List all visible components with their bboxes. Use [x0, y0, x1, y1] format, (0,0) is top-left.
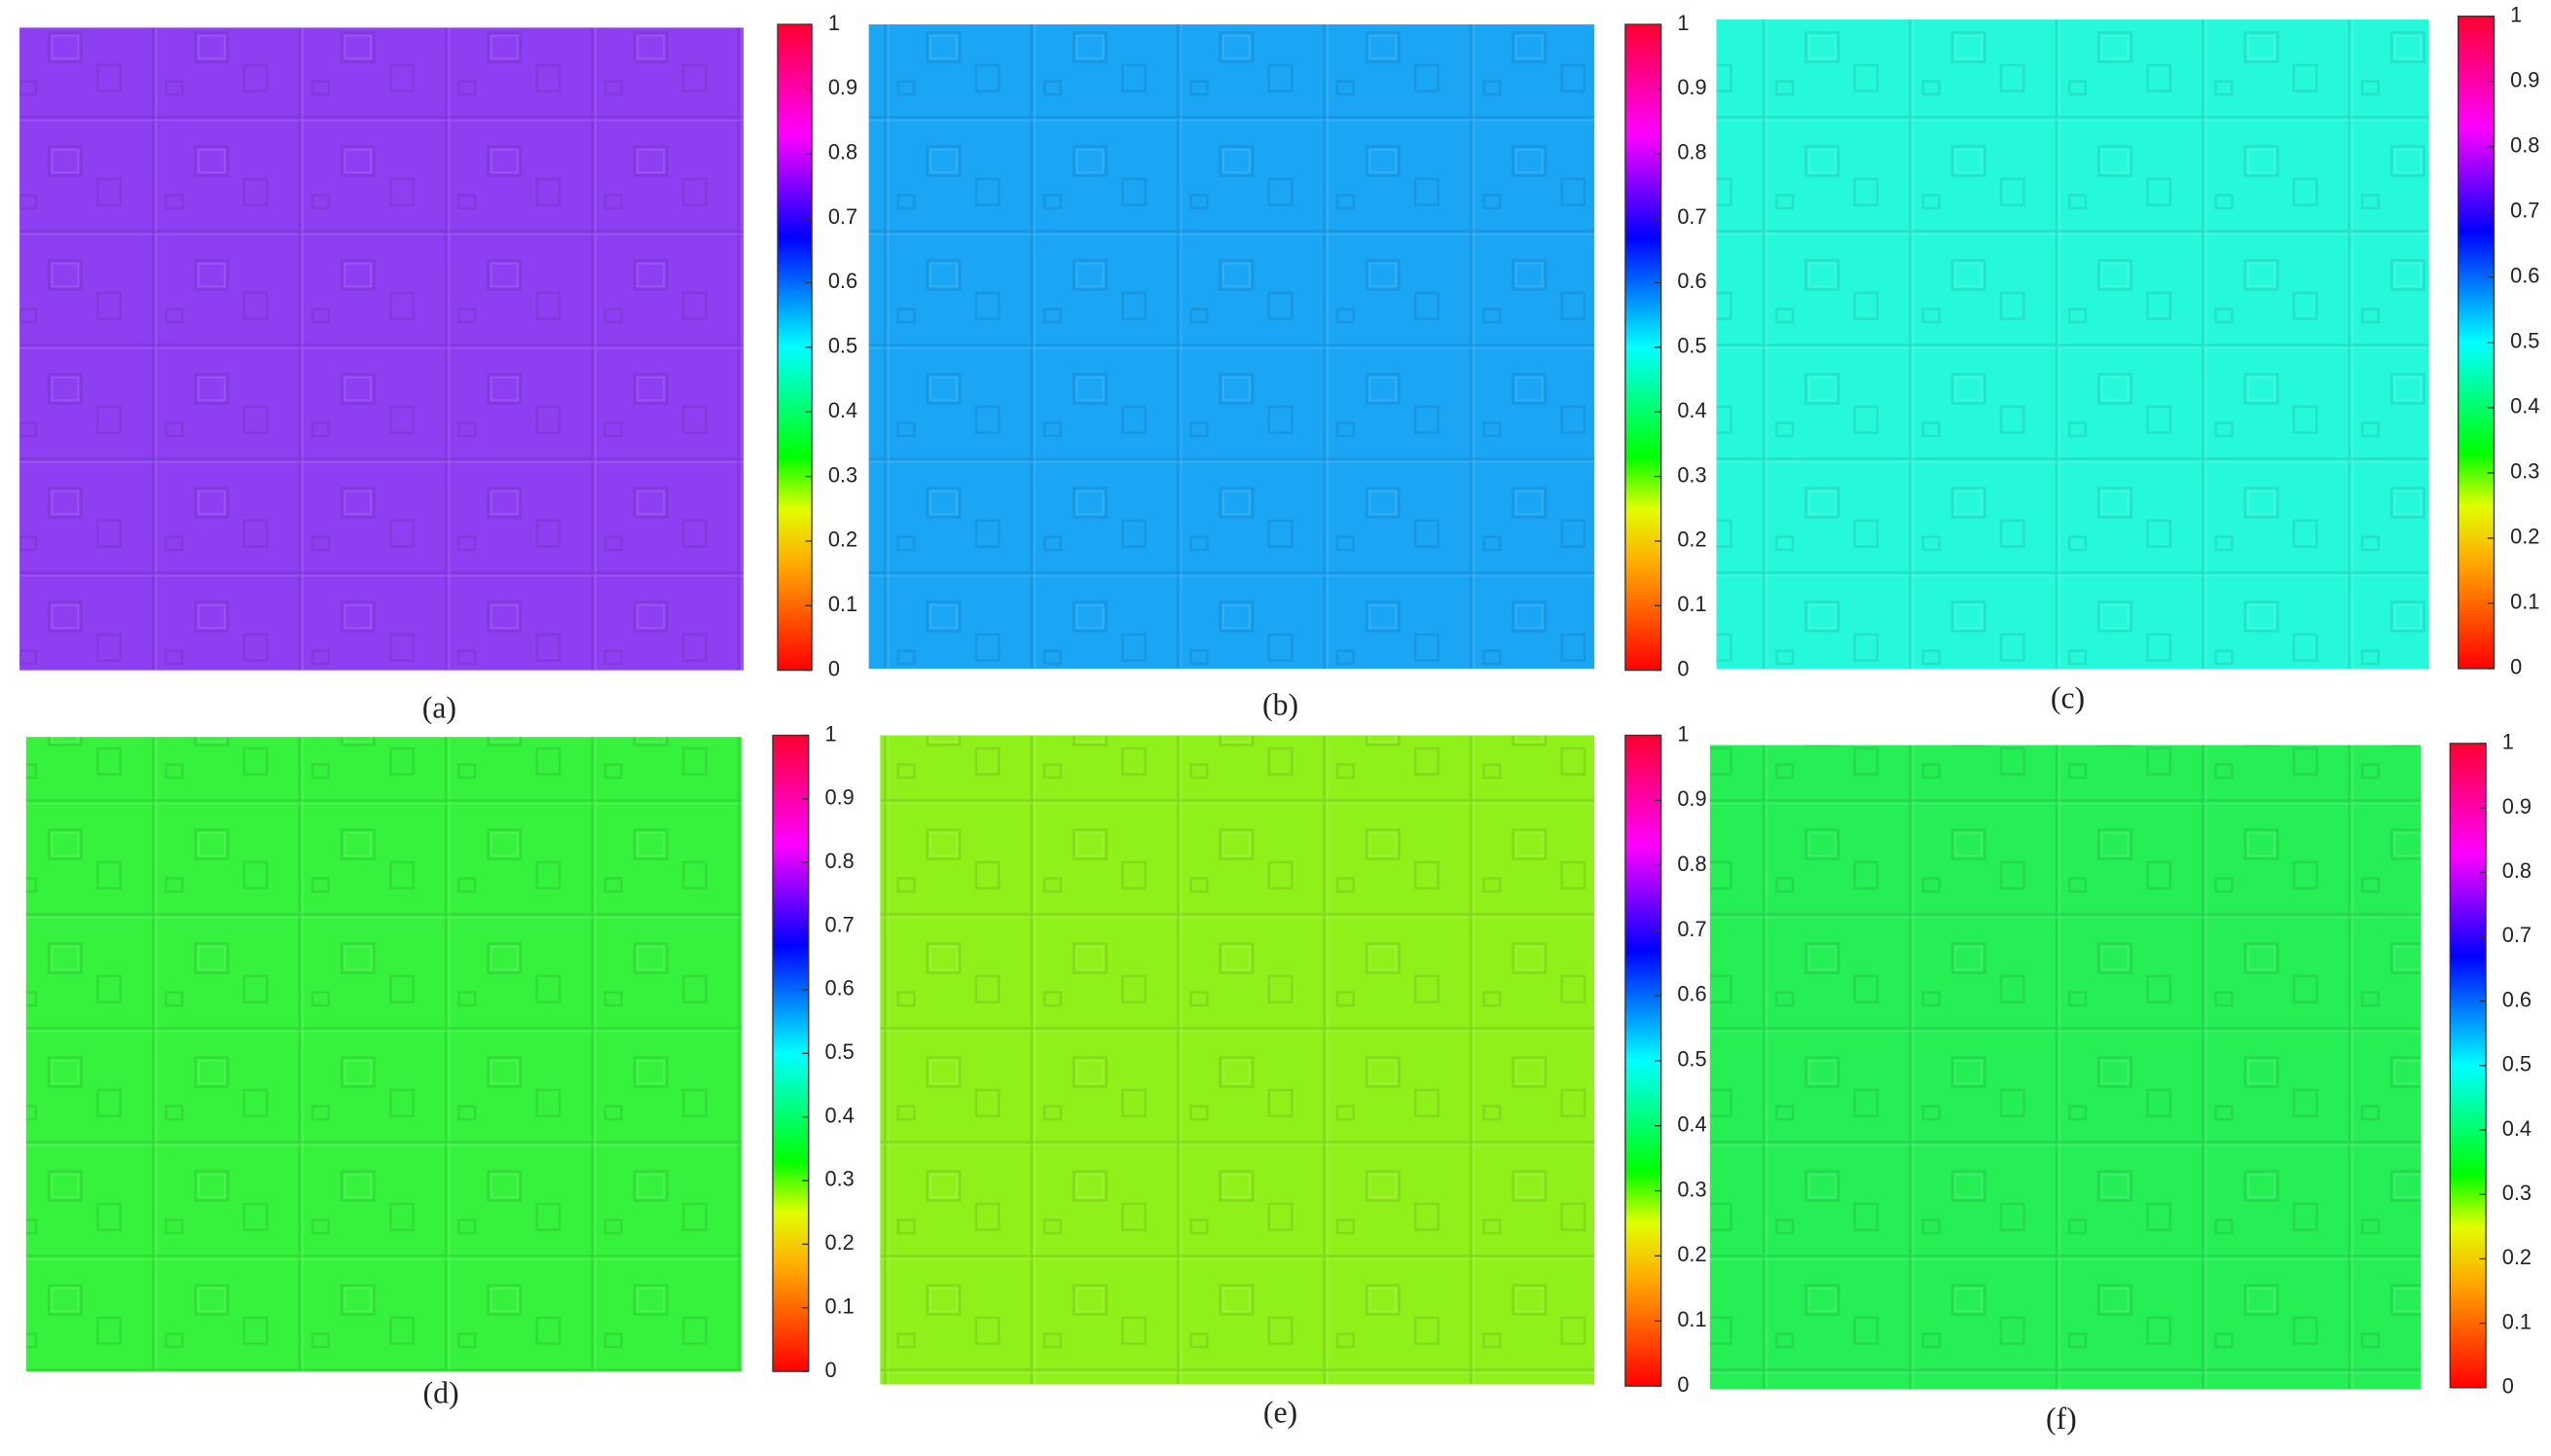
colorbar-tick-label: 0 [824, 1358, 836, 1382]
colorbar-tick-label: 0 [1677, 1372, 1689, 1397]
colorbar-tick-label: 0.7 [828, 204, 857, 229]
map-texture [25, 737, 743, 1372]
colorbar-tick-label: 0.2 [824, 1230, 854, 1255]
colorbar-tick-label: 0.4 [824, 1103, 854, 1127]
colorbar-tick-label: 0.7 [1677, 917, 1706, 941]
colorbar-tick-label: 0.2 [2502, 1245, 2532, 1269]
colorbar-tick-label: 0.1 [824, 1293, 854, 1318]
colorbar-tick-label: 0.3 [1677, 462, 1706, 487]
colorbar-tick-label: 0.3 [824, 1167, 854, 1191]
colorbar-tick-label: 0.4 [1677, 398, 1706, 422]
colorbar-tick-label: 1 [2502, 730, 2514, 754]
colorbar-tick-label: 0.9 [828, 75, 857, 99]
panel-label: (d) [423, 1375, 459, 1409]
colorbar-tick-label: 0.6 [828, 269, 857, 293]
map-texture [880, 735, 1595, 1385]
colorbar-tick-label: 0.5 [828, 334, 857, 358]
colorbar-tick-label: 0.6 [1677, 982, 1706, 1006]
colorbar-tick-label: 0.7 [2510, 199, 2539, 223]
colorbar-tick-label: 0.5 [1677, 334, 1706, 358]
colorbar-tick-label: 0.1 [1677, 1307, 1706, 1331]
colorbar-tick-label: 0.5 [824, 1039, 854, 1064]
colorbar-tick-label: 0.7 [824, 912, 854, 936]
colorbar-tick-label: 0.8 [824, 849, 854, 873]
colorbar-tick-label: 1 [1677, 11, 1689, 35]
colorbar-tick-label: 0 [1677, 656, 1689, 680]
colorbar-tick-label: 0.9 [1677, 75, 1706, 99]
colorbar-tick-label: 0.7 [2502, 923, 2532, 947]
colorbar-tick-label: 0.7 [1677, 204, 1706, 229]
colorbar-tick-label: 0 [2510, 655, 2522, 679]
colorbar-tick-label: 0.9 [2510, 67, 2539, 91]
map-texture [1716, 19, 2429, 669]
colorbar-tick-label: 1 [828, 11, 840, 35]
colorbar-tick-label: 0.9 [1677, 786, 1706, 811]
colorbar-tick-label: 0.9 [824, 785, 854, 810]
colorbar-tick-label: 0 [828, 656, 840, 680]
map-texture [1709, 745, 2422, 1390]
colorbar-tick-label: 0.8 [828, 140, 857, 164]
map-texture [19, 27, 744, 671]
colorbar-tick-label: 0.6 [1677, 269, 1706, 293]
colorbar-tick-label: 0.8 [1677, 140, 1706, 164]
colorbar-tick-label: 0.8 [2502, 858, 2532, 883]
panel-label: (a) [422, 691, 456, 725]
colorbar-tick-label: 0.3 [2510, 459, 2539, 484]
colorbar-tick-label: 0 [2502, 1374, 2514, 1399]
panel-label: (f) [2046, 1401, 2077, 1436]
colorbar-tick-label: 0.2 [1677, 1242, 1706, 1266]
colorbar-tick-label: 0.1 [828, 592, 857, 616]
colorbar-tick-label: 0.3 [828, 462, 857, 487]
colorbar-tick-label: 0.5 [2502, 1052, 2532, 1076]
colorbar-tick-label: 0.5 [1677, 1047, 1706, 1072]
colorbar-tick-label: 0.5 [2510, 329, 2539, 353]
colorbar-tick-label: 0.2 [1677, 528, 1706, 552]
colorbar-tick-label: 0.9 [2502, 794, 2532, 819]
colorbar-tick-label: 0.1 [2502, 1309, 2532, 1333]
colorbar-tick-label: 0.6 [2510, 264, 2539, 288]
colorbar-tick-label: 0.4 [2510, 394, 2539, 419]
colorbar-tick-label: 0.4 [2502, 1116, 2532, 1141]
colorbar-tick-label: 0.2 [2510, 525, 2539, 549]
panel-label: (c) [2051, 681, 2085, 715]
colorbar-tick-label: 0.4 [828, 398, 857, 422]
colorbar-tick-label: 1 [2510, 2, 2522, 26]
colorbar-tick-label: 0.3 [2502, 1181, 2532, 1205]
colorbar-tick-label: 0.6 [824, 976, 854, 1001]
colorbar-tick-label: 0.8 [1677, 852, 1706, 876]
colorbar-tick-label: 1 [1677, 721, 1689, 746]
colorbar-tick-label: 0.2 [828, 528, 857, 552]
map-texture [868, 24, 1595, 669]
colorbar-tick-label: 0.3 [1677, 1177, 1706, 1201]
colorbar-tick-label: 1 [824, 721, 836, 746]
colorbar-tick-label: 0.6 [2502, 987, 2532, 1011]
panel-label: (b) [1262, 687, 1298, 721]
colorbar-tick-label: 0.4 [1677, 1111, 1706, 1136]
panel-label: (e) [1263, 1395, 1297, 1429]
colorbar-tick-label: 0.1 [2510, 590, 2539, 614]
colorbar-tick-label: 0.1 [1677, 592, 1706, 616]
colorbar-tick-label: 0.8 [2510, 133, 2539, 158]
